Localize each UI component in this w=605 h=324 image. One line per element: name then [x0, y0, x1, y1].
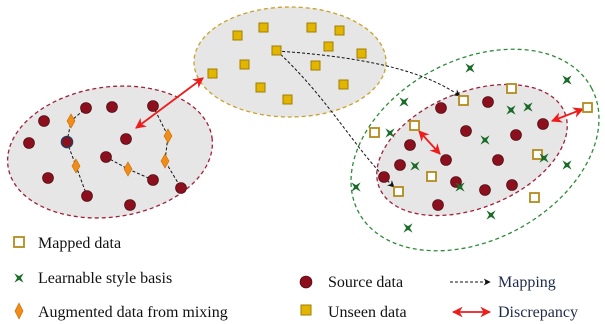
source-point [81, 190, 93, 202]
style-basis-point [410, 161, 420, 171]
green-star-icon [14, 273, 24, 283]
source-point [147, 174, 159, 186]
source-point [440, 154, 452, 166]
augmented-point [163, 128, 173, 144]
discrepancy-legend-label: Discrepancy [498, 304, 578, 321]
source-point [537, 118, 549, 130]
source-point [432, 199, 444, 211]
unseen-point [356, 48, 367, 59]
augmented-point [160, 153, 170, 169]
augmented-data-points [66, 113, 173, 177]
style-basis-points [351, 63, 572, 233]
mapped-point [369, 127, 380, 138]
unseen-point [271, 45, 282, 56]
discrepancy-arrow [418, 130, 441, 155]
mapping-arrow [276, 50, 461, 97]
style-basis-point [506, 105, 516, 115]
unseen-point [306, 22, 317, 33]
augmented-point [66, 113, 76, 129]
source-point [510, 129, 522, 141]
mapped-data-points [369, 83, 593, 203]
source-legend-icon [299, 275, 313, 289]
mapped-point [393, 186, 404, 197]
style-basis-point [399, 97, 409, 107]
style-basis-point [523, 102, 533, 112]
unseen-point [239, 59, 250, 70]
source-point [106, 101, 118, 113]
style-basis-point [455, 182, 465, 192]
mapped-point [409, 120, 420, 131]
mapped-point [529, 192, 540, 203]
source-point [394, 159, 406, 171]
discrepancy-arrows [135, 77, 585, 155]
mapped-data-legend-label: Mapped data [38, 235, 121, 252]
discrepancy-arrow [550, 107, 585, 123]
source-legend-label: Source data [328, 274, 403, 291]
unseen-point [282, 94, 293, 105]
source-point [479, 184, 491, 196]
style-basis-point [403, 223, 413, 233]
unseen-legend-label: Unseen data [328, 304, 407, 321]
unseen-point [310, 60, 321, 71]
style-basis-point [385, 128, 395, 138]
source-point [506, 179, 518, 191]
unseen-point [232, 30, 243, 41]
source-data-points [23, 96, 549, 211]
source-point [124, 199, 136, 211]
style-basis-point [465, 63, 475, 73]
style-basis-legend-label: Learnable style basis [38, 270, 172, 287]
style-basis-point [562, 75, 572, 85]
augmented-point [71, 158, 81, 174]
source-point [38, 115, 50, 127]
source-point [80, 102, 92, 114]
source-point [482, 96, 494, 108]
mapped-point [582, 102, 593, 113]
source-domain-region [6, 85, 214, 219]
unseen-point [255, 82, 266, 93]
mapping-legend-label: Mapping [498, 274, 556, 291]
augmented-point [123, 161, 133, 177]
source-point [100, 151, 112, 163]
source-point [404, 139, 416, 151]
mapped-data-legend-icon [13, 236, 25, 248]
style-basis-point [539, 153, 549, 163]
unseen-point [258, 22, 269, 33]
augmented-legend-label: Augmented data from mixing [38, 304, 228, 321]
mapped-point [506, 83, 517, 94]
source-point [60, 135, 74, 149]
source-point [175, 182, 187, 194]
augmented-legend-icon [14, 302, 24, 320]
style-basis-region [350, 48, 600, 252]
mapped-point [532, 149, 543, 160]
unseen-point [338, 79, 349, 90]
unseen-point [334, 25, 345, 36]
unseen-data-points [207, 22, 367, 105]
style-basis-legend-icon [14, 273, 24, 283]
style-basis-point [480, 135, 490, 145]
unseen-point [207, 68, 218, 79]
style-basis-point [486, 210, 496, 220]
source-point [23, 137, 35, 149]
source-point [492, 154, 504, 166]
source-point [120, 133, 132, 145]
mapped-domain-region [376, 83, 568, 217]
source-point [435, 102, 447, 114]
source-point [460, 125, 472, 137]
mapped-point [458, 95, 469, 106]
style-basis-point [351, 182, 361, 192]
mapped-point [426, 171, 437, 182]
source-point [378, 171, 390, 183]
unseen-legend-icon [300, 304, 312, 316]
legend: Mapped data Learnable style basis Augmen… [13, 235, 578, 321]
source-point [147, 100, 159, 112]
source-point [42, 172, 54, 184]
style-basis-point [562, 160, 572, 170]
discrepancy-arrow [135, 77, 204, 129]
unseen-point [323, 41, 334, 52]
